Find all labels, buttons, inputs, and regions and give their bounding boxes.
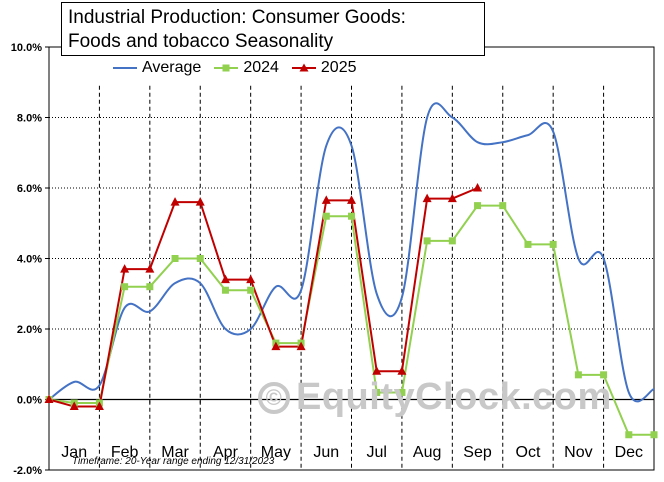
x-tick-label: Jun: [313, 444, 339, 461]
data-point-2025: [347, 195, 356, 204]
x-tick-label: Apr: [213, 444, 239, 461]
y-tick-label: 8.0%: [17, 113, 42, 125]
chart-title: Industrial Production: Consumer Goods: F…: [61, 2, 485, 56]
copyright-icon: ©: [258, 382, 290, 414]
data-point-2024: [221, 286, 229, 294]
x-tick-label: Nov: [564, 444, 592, 461]
data-point-2025: [321, 195, 331, 204]
data-point-2024: [600, 371, 608, 379]
legend-label: 2025: [320, 59, 357, 76]
data-point-2025: [170, 197, 180, 206]
data-point-2025: [69, 401, 79, 411]
series-markers: [44, 183, 658, 439]
data-point-2025: [246, 274, 256, 284]
x-tick-label: Feb: [111, 444, 139, 461]
y-tick-label: 10.0%: [11, 42, 42, 54]
data-point-2024: [423, 237, 431, 245]
series-line-2025: [48, 187, 478, 408]
legend-item-2025: 2025: [291, 59, 357, 77]
data-point-2024: [524, 240, 532, 248]
data-point-2024: [650, 431, 658, 439]
watermark-text: EquityClock.com: [296, 376, 612, 418]
legend-label: 2024: [243, 59, 279, 76]
y-tick-label: 2.0%: [17, 324, 42, 336]
timeframe-note: Timeframe: 20-Year range ending 12/31/20…: [72, 456, 275, 467]
x-tick-label: Dec: [615, 444, 643, 461]
data-point-2024: [499, 202, 507, 210]
data-point-2025: [44, 394, 54, 403]
x-tick-label: Oct: [516, 444, 541, 461]
data-point-2024: [398, 388, 406, 396]
x-tick-label: Aug: [413, 444, 441, 461]
data-point-2025: [473, 183, 483, 192]
chart-legend: Average 2024 2025: [112, 58, 369, 78]
y-tick-label: 6.0%: [17, 183, 42, 195]
data-point-2024: [348, 212, 355, 220]
data-point-2024: [322, 212, 330, 220]
y-tick-label: 4.0%: [17, 254, 42, 266]
y-axis: -2.0% 0.0% 2.0% 4.0% 6.0% 8.0% 10.0%: [11, 42, 49, 477]
data-point-2025: [94, 401, 104, 411]
x-tick-label: Sep: [463, 444, 492, 461]
data-point-2024: [373, 388, 381, 396]
data-point-2024: [448, 237, 456, 245]
data-point-2024: [625, 431, 633, 439]
data-point-2025: [271, 341, 281, 351]
chart-title-line-2: Foods and tobacco Seasonality: [68, 31, 334, 52]
data-point-2025: [397, 366, 407, 375]
legend-square-icon: [214, 64, 239, 72]
data-point-2024: [549, 240, 557, 248]
data-point-2024: [196, 255, 204, 262]
x-axis: Jan Feb Mar Apr May Jun Jul Aug Sep Oct Nov Dec: [48, 398, 655, 461]
data-point-2024: [574, 371, 582, 379]
data-point-2025: [447, 193, 457, 203]
data-point-2025: [120, 264, 130, 273]
y-tick-label: -2.0%: [13, 465, 42, 477]
watermark: © EquityClock.com: [258, 376, 612, 419]
x-tick-label: Jul: [366, 444, 386, 461]
data-point-2024: [474, 202, 482, 210]
x-tick-label: May: [261, 444, 291, 461]
x-tick-label: Jan: [61, 444, 87, 461]
data-point-2024: [247, 286, 255, 294]
data-point-2025: [422, 193, 432, 203]
x-tick-label: Mar: [161, 444, 189, 461]
legend-label: Average: [142, 59, 202, 76]
data-point-2024: [171, 255, 179, 262]
legend-item-average: Average: [112, 59, 201, 77]
legend-item-2024: 2024: [213, 59, 279, 77]
series-line-average: [48, 102, 655, 403]
y-tick-label: 0.0%: [17, 395, 42, 407]
data-point-2025: [296, 341, 306, 351]
legend-line-icon: [113, 67, 137, 69]
data-point-2024: [121, 283, 129, 291]
data-point-2025: [195, 197, 205, 206]
legend-triangle-icon: [291, 63, 316, 72]
data-point-2025: [220, 274, 230, 284]
data-point-2024: [146, 283, 154, 291]
data-point-2025: [372, 366, 382, 375]
chart-title-line-1: Industrial Production: Consumer Goods:: [68, 7, 406, 28]
data-point-2025: [145, 264, 155, 273]
